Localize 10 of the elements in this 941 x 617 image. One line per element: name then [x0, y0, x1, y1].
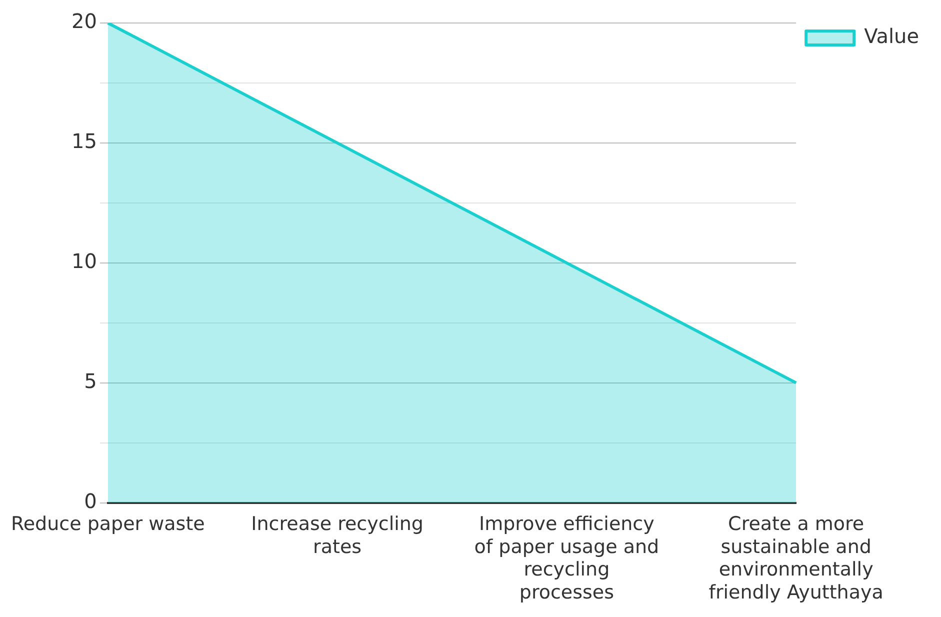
y-tick-label: 15 — [71, 129, 97, 154]
x-tick-label: Create a more sustainable and environmentally friendly Ayutthaya — [708, 513, 884, 604]
y-tick-label: 0 — [84, 489, 97, 514]
x-tick-label: Improve efficiency of paper usage and recycling processes — [474, 513, 660, 604]
y-tick-label: 10 — [71, 249, 97, 274]
y-tick-label: 20 — [71, 9, 97, 34]
x-tick-label: Increase recycling rates — [251, 513, 424, 558]
y-tick-label: 5 — [84, 369, 97, 394]
legend-label: Value — [864, 24, 919, 48]
x-tick-label: Reduce paper waste — [11, 513, 205, 536]
